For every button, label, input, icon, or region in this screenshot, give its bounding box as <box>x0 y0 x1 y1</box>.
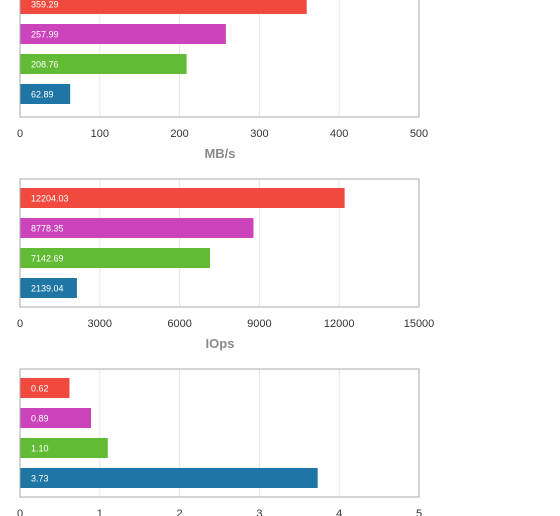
bar-3 <box>20 438 108 458</box>
bar-4 <box>20 278 77 298</box>
bar-1 <box>20 378 70 398</box>
bar-label: 0.62 <box>31 384 49 394</box>
bar-1 <box>20 0 307 14</box>
x-tick-label: 5 <box>416 508 422 516</box>
x-tick-label: 3000 <box>88 318 112 330</box>
x-axis-title: MB/s <box>204 146 235 161</box>
x-tick-label: 500 <box>410 128 428 140</box>
bar-3 <box>20 54 187 74</box>
bar-label: 62.89 <box>31 90 54 100</box>
x-tick-label: 0 <box>17 128 23 140</box>
bar-2 <box>20 218 254 238</box>
x-tick-label: 0 <box>17 508 23 516</box>
bar-4 <box>20 468 318 488</box>
bar-label: 7142.69 <box>31 254 64 264</box>
x-tick-label: 6000 <box>167 318 191 330</box>
bar-3 <box>20 248 210 268</box>
x-tick-label: 400 <box>330 128 348 140</box>
bar-label: 257.99 <box>31 30 59 40</box>
plot-frame <box>19 178 420 308</box>
x-tick-label: 100 <box>91 128 109 140</box>
bar-label: 8778.35 <box>31 224 64 234</box>
x-tick-label: 4 <box>336 508 342 516</box>
bar-label: 0.89 <box>31 414 49 424</box>
bar-label: 3.73 <box>31 474 49 484</box>
x-tick-label: 300 <box>250 128 268 140</box>
x-tick-label: 9000 <box>247 318 271 330</box>
bar-label: 359.29 <box>31 0 59 10</box>
x-tick-label: 2 <box>177 508 183 516</box>
x-tick-label: 200 <box>170 128 188 140</box>
bar-2 <box>20 408 92 428</box>
bar-2 <box>20 24 226 44</box>
chart-iops: 12204.03 8778.35 7142.69 2139.04 0 3000 6000 90… <box>17 178 435 351</box>
x-tick-label: 12000 <box>324 318 355 330</box>
bar-label: 12204.03 <box>31 194 69 204</box>
bar-label: 1.10 <box>31 444 49 454</box>
x-tick-label: 15000 <box>404 318 435 330</box>
bar-label: 2139.04 <box>31 284 64 294</box>
plot-frame <box>19 368 420 498</box>
bar-4 <box>20 84 71 104</box>
x-tick-label: 3 <box>256 508 262 516</box>
x-tick-label: 1 <box>97 508 103 516</box>
x-tick-label: 0 <box>17 318 23 330</box>
bar-1 <box>20 188 345 208</box>
x-axis-title: IOps <box>206 336 235 351</box>
bar-label: 208.76 <box>31 60 59 70</box>
plot-frame <box>19 0 420 118</box>
chart-latency: 0.62 0.89 1.10 3.73 0 1 2 3 4 5 <box>17 368 422 516</box>
chart-throughput: 359.29 257.99 208.76 62.89 0 100 200 300 400 500 M… <box>17 0 428 161</box>
